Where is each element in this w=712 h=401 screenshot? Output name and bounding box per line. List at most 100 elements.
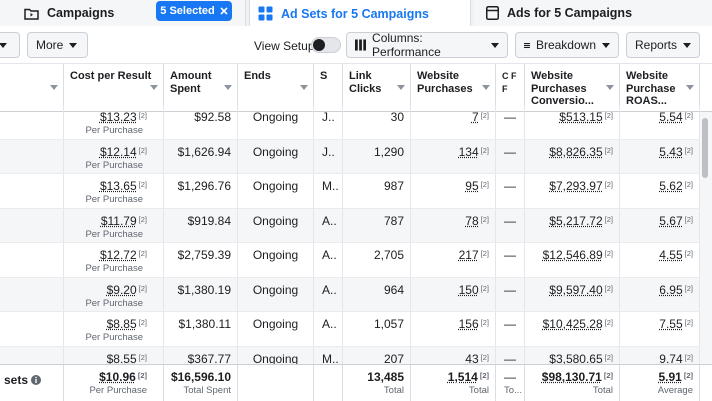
purchases-value[interactable]: 95 (465, 179, 479, 193)
roas-value[interactable]: 6.95 (659, 282, 683, 297)
footnote-marker: [2] (604, 214, 613, 224)
table-row[interactable]: $8.85 [2] Per Purchase $1,380.11 Ongoing A.. 1… (0, 312, 700, 347)
cost-value[interactable]: $13.65 (99, 179, 137, 193)
conv-value[interactable]: $7,293.97 (549, 179, 603, 193)
cost-value[interactable]: $12.14 (99, 144, 137, 159)
header-link-clicks[interactable]: Link Clicks (343, 64, 411, 112)
cost-value[interactable]: $11.79 (100, 213, 137, 228)
header-schedule[interactable]: S (314, 64, 343, 112)
cell-cost: $13.23 [2] Per Purchase (64, 105, 164, 139)
roas-value[interactable]: 5.43 (659, 144, 683, 159)
table-row[interactable]: $12.72 [2] Per Purchase $2,759.39 Ongoing A..… (0, 243, 700, 278)
summary-roas-value: 5.91 (658, 370, 682, 384)
footnote-marker: [2] (684, 318, 693, 327)
roas-value[interactable]: 5.62 (659, 179, 683, 193)
roas-value[interactable]: 5.67 (659, 213, 683, 228)
vertical-scrollbar[interactable] (700, 112, 712, 364)
conv-value[interactable]: $10,425.28 (542, 317, 603, 331)
cost-value[interactable]: $8.85 (106, 317, 137, 331)
footnote-marker: [2] (480, 352, 489, 362)
cell-conv: $7,293.97 [2] (525, 174, 620, 208)
table-row[interactable]: $9.20 [2] Per Purchase $1,380.19 Ongoing A.. 9… (0, 277, 700, 312)
close-icon[interactable] (220, 7, 228, 15)
cell-q: — (496, 139, 525, 173)
cost-value[interactable]: $12.72 (99, 248, 137, 262)
cell-ends: Ongoing (238, 139, 314, 173)
cost-value[interactable]: $9.20 (106, 282, 137, 297)
footnote-marker: [2] (684, 111, 693, 120)
cell-amount: $1,380.19 (164, 277, 238, 311)
view-setup-toggle[interactable] (311, 37, 341, 53)
header-roas[interactable]: Website Purchase ROAS... (620, 64, 700, 112)
header-narrow-column[interactable]: C F F (496, 64, 525, 112)
table-row[interactable]: $12.14 [2] Per Purchase $1,626.94 Ongoing J..… (0, 139, 700, 174)
header-amount-spent[interactable]: Amount Spent (164, 64, 238, 112)
clicks-value: 1,290 (373, 144, 404, 159)
table-row[interactable]: $13.65 [2] Per Purchase $1,296.76 Ongoing M..… (0, 174, 700, 209)
header-conversion-value[interactable]: Website Purchases Conversio... (525, 64, 620, 112)
conv-value[interactable]: $3,580.65 (549, 351, 603, 366)
footnote-marker: [2] (138, 214, 147, 224)
footnote-marker: [2] (480, 145, 489, 155)
cell-q: — (496, 208, 525, 242)
cell-purchases: 78 [2] (411, 208, 496, 242)
cell-clicks: 964 (343, 277, 411, 311)
q-value: — (504, 282, 516, 297)
cell-amount: $1,626.94 (164, 139, 238, 173)
cell-roas: 5.54 [2] (620, 105, 700, 139)
conv-value[interactable]: $513.15 (559, 110, 603, 124)
purchases-value[interactable]: 7 (471, 110, 479, 124)
conv-value[interactable]: $8,826.35 (549, 144, 603, 159)
roas-value[interactable]: 7.55 (659, 317, 683, 331)
cost-value[interactable]: $8.55 (106, 351, 137, 366)
roas-value[interactable]: 9.74 (659, 351, 683, 366)
conv-value[interactable]: $5,217.72 (549, 213, 603, 228)
cell-name (0, 174, 64, 208)
clicks-value: 30 (390, 110, 404, 124)
cost-value[interactable]: $13.23 (99, 110, 137, 124)
cell-roas: 5.62 [2] (620, 174, 700, 208)
selected-badge[interactable]: 5 Selected (156, 1, 232, 21)
header-ends[interactable]: Ends (238, 64, 314, 112)
header-name-column[interactable] (0, 64, 64, 112)
cell-conv: $8,826.35 [2] (525, 139, 620, 173)
tab-campaigns[interactable]: Campaigns 5 Selected (0, 0, 246, 26)
chevron-down-icon (0, 42, 7, 48)
conv-value[interactable]: $12,546.89 (542, 248, 603, 262)
header-label: Website Purchases (417, 70, 473, 95)
info-icon[interactable] (31, 375, 42, 385)
purchases-value[interactable]: 78 (465, 213, 479, 228)
purchases-value[interactable]: 150 (458, 282, 479, 297)
more-button[interactable]: More (27, 32, 88, 58)
table-row[interactable]: $13.23 [2] Per Purchase $92.58 Ongoing J.. 30 7… (0, 105, 700, 140)
dropdown-button[interactable] (0, 32, 20, 58)
clicks-value: 987 (383, 179, 404, 193)
breakdown-button[interactable]: Breakdown (515, 32, 619, 58)
footnote-marker: [2] (604, 180, 613, 189)
purchases-value[interactable]: 156 (458, 317, 479, 331)
purchases-value[interactable]: 134 (458, 144, 479, 159)
tab-ads[interactable]: Ads for 5 Campaigns (474, 0, 712, 26)
cell-s: A.. (314, 277, 343, 311)
table-row[interactable]: $11.79 [2] Per Purchase $919.84 Ongoing A.. 78… (0, 208, 700, 243)
summary-roas: 5.91 [2] Average (620, 365, 700, 401)
purchases-value[interactable]: 43 (465, 351, 479, 366)
reports-button[interactable]: Reports (626, 32, 700, 58)
roas-value[interactable]: 4.55 (659, 248, 683, 262)
header-website-purchases[interactable]: Website Purchases (411, 64, 496, 112)
cell-purchases: 156 [2] (411, 312, 496, 346)
header-cost-per-result[interactable]: Cost per Result (64, 64, 164, 112)
amount-value: $2,759.39 (177, 248, 231, 262)
footnote-marker: [2] (480, 249, 489, 258)
purchases-value[interactable]: 217 (458, 248, 479, 262)
columns-button[interactable]: Columns: Performance (346, 31, 508, 59)
tab-adsets[interactable]: Ad Sets for 5 Campaigns (249, 0, 471, 27)
cell-purchases: 95 [2] (411, 174, 496, 208)
scrollbar-thumb[interactable] (702, 118, 708, 178)
sort-icon (606, 85, 614, 90)
conv-value[interactable]: $9,597.40 (549, 282, 603, 297)
roas-value[interactable]: 5.54 (659, 110, 683, 124)
cost-sub: Per Purchase (85, 125, 143, 136)
footnote-marker: [2] (684, 352, 693, 362)
cell-conv: $3,580.65 [2] (525, 346, 620, 380)
